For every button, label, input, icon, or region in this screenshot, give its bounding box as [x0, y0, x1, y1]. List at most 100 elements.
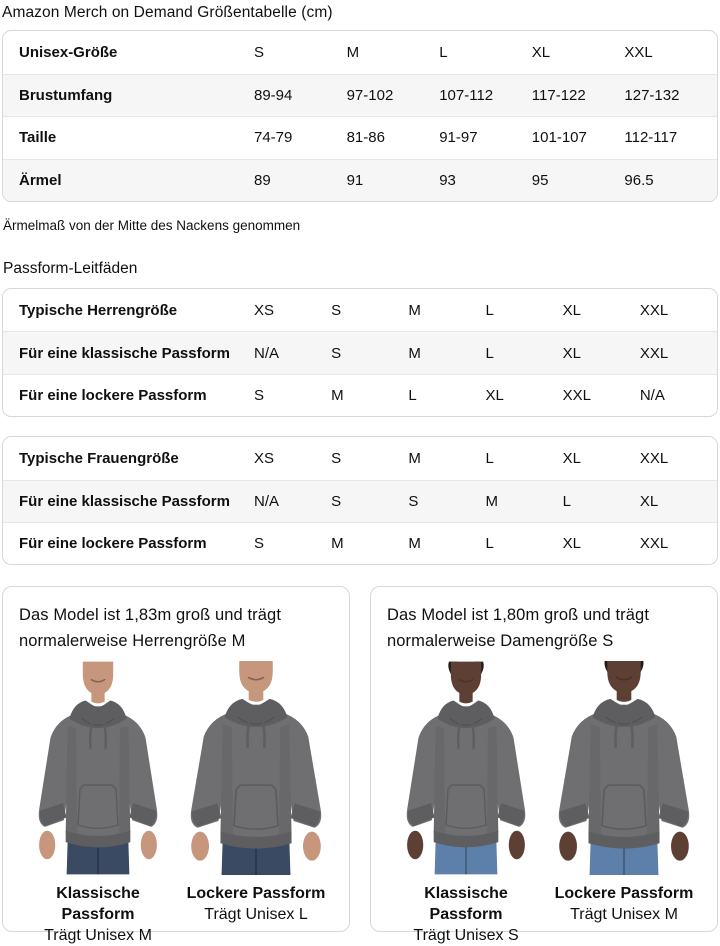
- male-model-classic-fit-photo: [22, 661, 174, 876]
- table-row: Für eine klassische Passform N/A S S M L…: [3, 479, 717, 522]
- table-row: Brustumfang 89-94 97-102 107-112 117-122…: [3, 73, 717, 116]
- model-cards: Das Model ist 1,83m groß und trägt norma…: [2, 586, 718, 944]
- size-cell: 89-94: [254, 86, 293, 104]
- size-cell: 91-97: [439, 129, 478, 147]
- size-cell: 91: [346, 171, 364, 189]
- size-cell: N/A: [254, 492, 280, 510]
- womens-fit-table: Typische Frauengröße XS S M L XL XXL Für…: [2, 436, 718, 566]
- size-cell: 96.5: [624, 171, 654, 189]
- size-cell: XS: [254, 301, 275, 319]
- female-model-classic-fit-photo: [390, 661, 542, 876]
- row-header-label: Typische Frauengröße: [19, 449, 179, 467]
- fit-type-label: Klassische Passform: [424, 885, 508, 924]
- model-figure-classic: Klassische Passform Trägt Unisex M: [19, 661, 177, 946]
- hoodie-model-illustration: [557, 661, 691, 876]
- table-row: Taille 74-79 81-86 91-97 101-107 112-117: [3, 116, 717, 159]
- size-cell: M: [408, 449, 421, 467]
- fit-guides-title: Passform-Leitfäden: [3, 260, 138, 277]
- male-model-loose-fit-photo: [180, 661, 332, 876]
- row-header-label: Ärmel: [19, 171, 62, 189]
- worn-size-label: Trägt Unisex M: [44, 927, 152, 945]
- row-header-label: Typische Herrengröße: [19, 301, 178, 319]
- mens-model-card: Das Model ist 1,83m groß und trägt norma…: [2, 586, 350, 944]
- row-header-label: Für eine klassische Passform: [19, 492, 230, 510]
- row-header-label: Für eine klassische Passform: [19, 344, 230, 362]
- size-cell: S: [331, 492, 342, 510]
- size-cell: 117-122: [531, 86, 586, 104]
- size-cell: L: [485, 449, 494, 467]
- row-header-label: Brustumfang: [19, 86, 113, 104]
- size-cell: M: [408, 535, 421, 553]
- size-cell: L: [439, 43, 448, 61]
- table-row: Für eine lockere Passform S M M L XL XXL: [3, 521, 717, 564]
- size-cell: L: [408, 386, 417, 404]
- size-cell: 81-86: [346, 129, 385, 147]
- page-title: Amazon Merch on Demand Größentabelle (cm…: [2, 4, 333, 21]
- sleeve-measure-note: Ärmelmaß von der Mitte des Nackens genom…: [3, 218, 301, 233]
- size-cell: L: [562, 492, 571, 510]
- size-cell: S: [254, 43, 265, 61]
- model-description: Das Model ist 1,83m groß und trägt norma…: [19, 606, 282, 651]
- womens-model-card: Das Model ist 1,80m groß und trägt norma…: [370, 586, 718, 944]
- size-cell: 89: [254, 171, 271, 189]
- size-cell: XXL: [624, 43, 653, 61]
- size-cell: XL: [562, 535, 582, 553]
- model-figure-loose: Lockere Passform Trägt Unisex L: [177, 661, 335, 946]
- size-cell: 97-102: [346, 86, 394, 104]
- size-table: Unisex-Größe S M L XL XXL Brustumfang 89…: [2, 30, 718, 202]
- size-cell: XL: [562, 449, 582, 467]
- size-cell: M: [408, 301, 421, 319]
- size-cell: XL: [485, 386, 504, 404]
- table-row: Ärmel 89 91 93 95 96.5: [3, 158, 717, 201]
- size-cell: M: [408, 344, 421, 362]
- fit-type-label: Klassische Passform: [56, 885, 140, 924]
- row-header-label: Taille: [19, 129, 57, 147]
- size-cell: 112-117: [624, 129, 678, 147]
- size-cell: XL: [562, 344, 582, 362]
- size-cell: XXL: [639, 535, 669, 553]
- size-cell: 95: [531, 171, 549, 189]
- size-cell: L: [485, 344, 494, 362]
- worn-size-label: Trägt Unisex S: [413, 927, 519, 945]
- table-row: Unisex-Größe S M L XL XXL: [3, 31, 717, 74]
- row-header-label: Für eine lockere Passform: [19, 386, 207, 404]
- size-cell: N/A: [254, 344, 280, 362]
- size-cell: M: [331, 386, 344, 404]
- size-cell: M: [485, 492, 498, 510]
- size-cell: M: [331, 535, 344, 553]
- size-cell: XXL: [639, 301, 669, 319]
- size-cell: 101-107: [531, 129, 587, 147]
- size-cell: S: [254, 386, 265, 404]
- size-cell: M: [346, 43, 360, 61]
- size-cell: XXL: [639, 344, 669, 362]
- size-cell: XL: [562, 301, 582, 319]
- hoodie-model-illustration: [37, 661, 159, 876]
- size-cell: XXL: [639, 449, 669, 467]
- mens-fit-table: Typische Herrengröße XS S M L XL XXL Für…: [2, 288, 718, 418]
- size-cell: S: [331, 449, 342, 467]
- size-chart-page: Amazon Merch on Demand Größentabelle (cm…: [2, 4, 718, 944]
- worn-size-label: Trägt Unisex L: [204, 906, 308, 924]
- size-cell: XL: [639, 492, 659, 510]
- size-cell: S: [331, 301, 342, 319]
- table-row: Für eine klassische Passform N/A S M L X…: [3, 331, 717, 374]
- size-cell: XS: [254, 449, 275, 467]
- size-cell: S: [331, 344, 342, 362]
- size-cell: L: [485, 535, 494, 553]
- size-cell: 93: [439, 171, 456, 189]
- size-cell: XXL: [562, 386, 592, 404]
- table-row: Für eine lockere Passform S M L XL XXL N…: [3, 373, 717, 416]
- table-row: Typische Herrengröße XS S M L XL XXL: [3, 289, 717, 331]
- row-header-label: Unisex-Größe: [19, 43, 118, 61]
- female-model-loose-fit-photo: [548, 661, 700, 876]
- size-cell: N/A: [639, 386, 665, 404]
- size-cell: 74-79: [254, 129, 293, 147]
- model-description: Das Model ist 1,80m groß und trägt norma…: [387, 606, 650, 651]
- size-cell: S: [254, 535, 265, 553]
- size-cell: S: [408, 492, 419, 510]
- model-figure-loose: Lockere Passform Trägt Unisex M: [545, 661, 703, 946]
- row-header-label: Für eine lockere Passform: [19, 535, 207, 553]
- table-row: Typische Frauengröße XS S M L XL XXL: [3, 437, 717, 479]
- fit-type-label: Lockere Passform: [186, 885, 326, 903]
- size-cell: 127-132: [624, 86, 680, 104]
